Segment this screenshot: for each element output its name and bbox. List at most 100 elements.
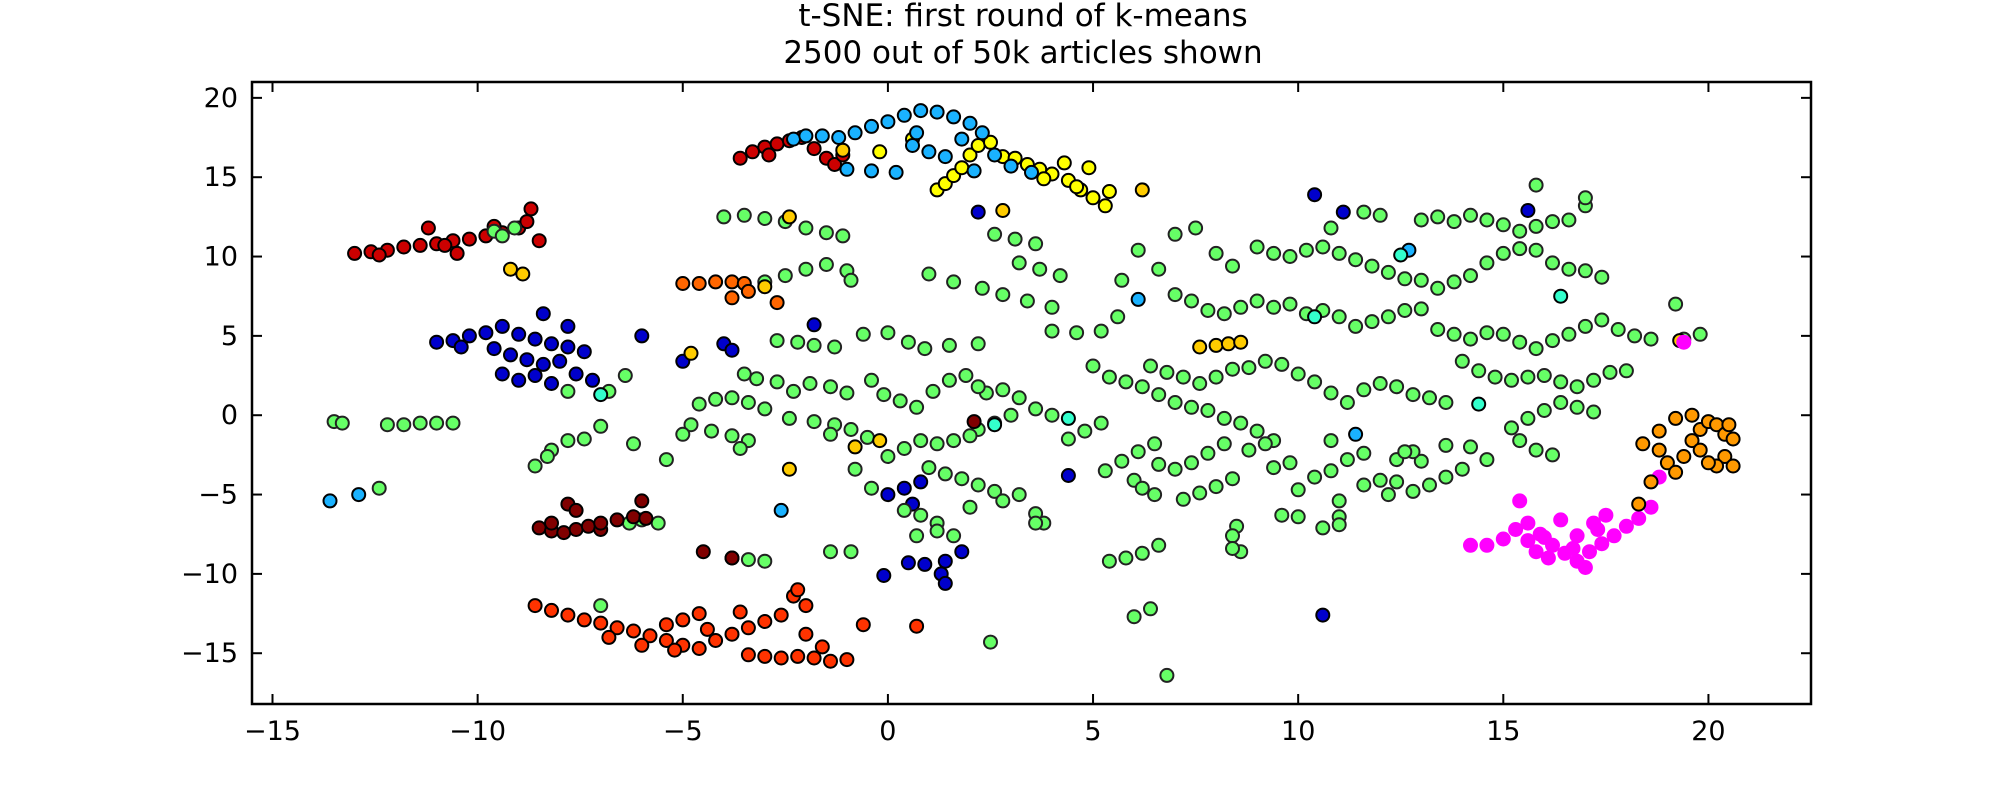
- point-cluster-1: [429, 187, 1536, 623]
- scatter-point: [1586, 404, 1602, 420]
- scatter-point: [946, 274, 962, 290]
- scatter-point: [929, 436, 945, 452]
- scatter-point: [527, 598, 543, 614]
- scatter-point: [494, 228, 510, 244]
- scatter-point: [1307, 374, 1323, 390]
- scatter-point: [1192, 339, 1208, 355]
- scatter-point: [593, 598, 609, 614]
- scatter-point: [983, 634, 998, 650]
- scatter-point: [519, 352, 535, 368]
- scatter-point: [806, 414, 822, 430]
- scatter-point: [1348, 318, 1364, 334]
- scatter-point: [379, 417, 395, 433]
- scatter-point: [503, 347, 518, 363]
- x-tick-label: 5: [1084, 716, 1101, 747]
- scatter-point: [691, 276, 707, 291]
- x-tick-label: −10: [449, 716, 506, 747]
- scatter-point: [1143, 358, 1158, 374]
- scatter-point: [798, 261, 814, 277]
- scatter-point: [1225, 541, 1240, 556]
- scatter-point: [511, 326, 527, 342]
- scatter-point: [691, 606, 707, 622]
- scatter-point: [880, 325, 896, 341]
- scatter-point: [970, 138, 986, 153]
- scatter-point: [1151, 261, 1167, 277]
- scatter-point: [1536, 529, 1552, 545]
- scatter-point: [1159, 364, 1175, 380]
- scatter-point: [535, 306, 551, 322]
- scatter-point: [634, 493, 650, 509]
- chart-title: t-SNE: first round of k-means: [798, 0, 1247, 34]
- scatter-point: [962, 499, 978, 515]
- scatter-point: [683, 345, 699, 361]
- scatter-point: [486, 341, 502, 357]
- scatter-point: [946, 433, 962, 449]
- scatter-point: [1143, 601, 1158, 617]
- scatter-point: [839, 385, 855, 401]
- scatter-point: [1331, 517, 1347, 533]
- x-tick-label: 0: [879, 716, 896, 747]
- scatter-point: [1422, 390, 1437, 406]
- scatter-point: [1618, 518, 1634, 534]
- scatter-point: [1118, 550, 1134, 566]
- scatter-point: [1463, 331, 1478, 347]
- scatter-point: [601, 629, 617, 645]
- scatter-point: [1438, 437, 1454, 453]
- scatter-point: [1446, 214, 1462, 230]
- plot-area-frame: [250, 80, 1813, 706]
- scatter-point: [617, 368, 633, 383]
- scatter-point: [781, 410, 797, 426]
- scatter-point: [1019, 293, 1035, 309]
- scatter-point: [1114, 453, 1130, 469]
- scatter-point: [987, 483, 1003, 499]
- scatter-point: [576, 612, 592, 628]
- scatter-point: [626, 509, 641, 525]
- x-tick-label: 20: [1691, 716, 1725, 747]
- x-axis-tick-labels: −15 −10 −5 0 5 10 15 20: [244, 716, 1726, 747]
- scatter-point: [925, 383, 941, 399]
- scatter-point: [1479, 325, 1495, 341]
- scatter-point: [880, 487, 896, 503]
- scatter-point: [1188, 220, 1204, 236]
- scatter-point: [954, 471, 970, 487]
- scatter-point: [864, 118, 879, 134]
- scatter-point: [773, 650, 789, 666]
- scatter-point: [351, 487, 367, 503]
- scatter-point: [1495, 326, 1511, 342]
- scatter-point: [1339, 395, 1355, 410]
- scatter-point: [420, 220, 436, 236]
- scatter-point: [802, 376, 818, 391]
- scatter-point: [724, 428, 740, 444]
- scatter-point: [1348, 426, 1364, 442]
- scatter-point: [880, 114, 896, 130]
- scatter-point: [1413, 301, 1429, 317]
- scatter-point: [1200, 445, 1216, 461]
- scatter-point: [818, 257, 834, 272]
- scatter-point: [823, 653, 838, 669]
- scatter-point: [1249, 293, 1265, 309]
- point-cluster-2: [326, 177, 1708, 683]
- scatter-point: [896, 107, 912, 123]
- scatter-point: [1553, 288, 1569, 304]
- scatter-point: [995, 493, 1011, 509]
- scatter-point: [974, 125, 990, 141]
- scatter-point: [1577, 263, 1593, 279]
- scatter-point: [1028, 236, 1044, 252]
- scatter-point: [519, 214, 535, 230]
- scatter-point: [1323, 433, 1339, 449]
- scatter-point: [593, 615, 609, 631]
- scatter-point: [1577, 318, 1593, 334]
- scatter-point: [962, 115, 978, 131]
- scatter-point: [1594, 312, 1610, 328]
- scatter-point: [1668, 410, 1684, 426]
- scatter-point: [1147, 436, 1163, 452]
- scatter-point: [1003, 158, 1019, 174]
- scatter-point: [1520, 515, 1536, 531]
- scatter-point: [1282, 249, 1298, 264]
- scatter-point: [1413, 453, 1429, 469]
- scatter-point: [1610, 322, 1626, 337]
- scatter-point: [1545, 255, 1560, 271]
- scatter-point: [1372, 376, 1388, 391]
- scatter-point: [515, 266, 531, 282]
